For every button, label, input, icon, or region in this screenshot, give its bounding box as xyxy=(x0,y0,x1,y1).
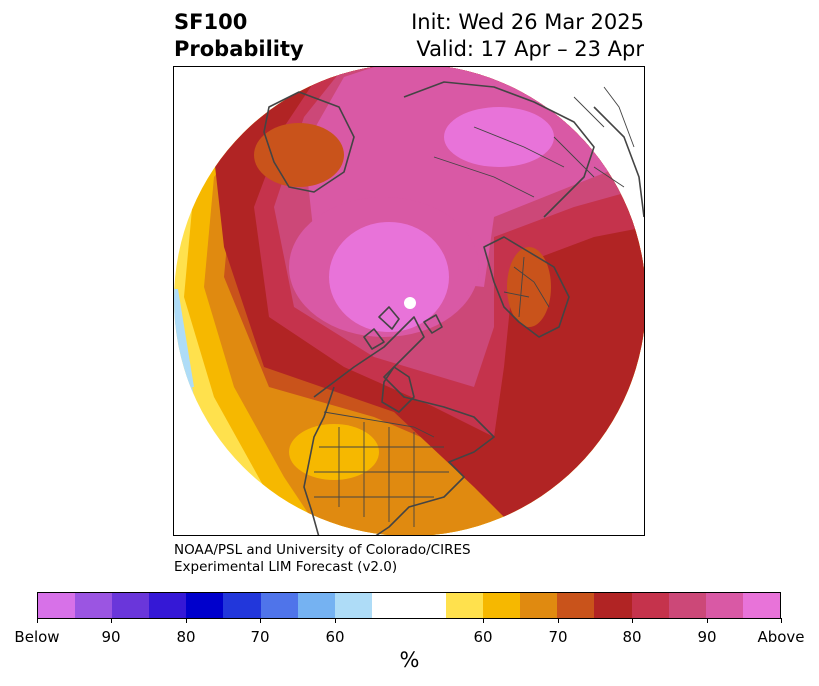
asia-coast xyxy=(403,81,595,218)
hudson-bay xyxy=(381,366,415,413)
colorbar-ticks: Below 90 80 70 60 60 70 80 90 Above xyxy=(14,618,805,646)
coastlines xyxy=(263,81,644,535)
east-asia-borders xyxy=(573,86,635,148)
title-right: Init: Wed 26 Mar 2025 Valid: 17 Apr – 23… xyxy=(411,9,644,63)
colorbar-tick xyxy=(36,618,38,623)
shade-70-europe xyxy=(507,247,551,327)
shade-70-greenland xyxy=(254,123,344,187)
probability-shading xyxy=(174,67,644,535)
colorbar-tick xyxy=(334,618,336,623)
colorbar-segment xyxy=(149,593,187,618)
shade-95-arctic xyxy=(329,222,449,332)
asia-borders xyxy=(433,126,625,198)
greenland-coast xyxy=(263,91,355,193)
arctic-islands xyxy=(363,306,443,350)
colorbar-tick xyxy=(780,618,782,623)
shade-60-usa xyxy=(289,424,379,480)
colorbar-segment xyxy=(186,593,224,618)
country-borders xyxy=(314,86,635,527)
colorbar-tick xyxy=(259,618,261,623)
colorbar-tick xyxy=(557,618,559,623)
init-date: Init: Wed 26 Mar 2025 xyxy=(411,10,644,34)
colorbar-segment xyxy=(223,593,261,618)
colorbar-segment xyxy=(668,593,706,618)
colorbar-segment xyxy=(483,593,521,618)
colorbar-segment xyxy=(557,593,595,618)
title-field-name: SF100 xyxy=(174,10,248,34)
colorbar-tick-label: 90 xyxy=(697,628,717,646)
colorbar-unit: % xyxy=(399,648,420,672)
forecast-map xyxy=(174,67,644,535)
colorbar xyxy=(37,592,781,619)
colorbar-segment xyxy=(446,593,484,618)
east-asia-coast xyxy=(593,106,644,218)
colorbar-tick-label: 70 xyxy=(250,628,270,646)
colorbar-segment xyxy=(371,593,409,618)
colorbar-tick xyxy=(110,618,112,623)
canada-us-border xyxy=(323,411,435,438)
pole-marker xyxy=(404,297,416,309)
colorbar-tick-label: Below xyxy=(14,628,60,646)
credit-line-1: NOAA/PSL and University of Colorado/CIRE… xyxy=(174,542,471,558)
title-field-type: Probability xyxy=(174,37,304,61)
credit-line-2: Experimental LIM Forecast (v2.0) xyxy=(174,559,398,575)
colorbar-segment xyxy=(297,593,335,618)
map-panel xyxy=(173,66,645,536)
colorbar-segment xyxy=(705,593,743,618)
shade-below-60-edge xyxy=(174,289,194,387)
colorbar-tick-label: 60 xyxy=(325,628,345,646)
europe-coast xyxy=(483,236,570,338)
colorbar-segment xyxy=(334,593,372,618)
west-coast xyxy=(303,386,335,535)
colorbar-segment xyxy=(38,593,76,618)
colorbar-tick-label: 90 xyxy=(101,628,121,646)
title-left: SF100 Probability xyxy=(174,9,304,63)
credit-text: NOAA/PSL and University of Colorado/CIRE… xyxy=(174,542,471,576)
colorbar-segment xyxy=(742,593,780,618)
colorbar-segment xyxy=(520,593,558,618)
colorbar-tick-label: 60 xyxy=(473,628,493,646)
europe-borders xyxy=(503,256,550,318)
colorbar-tick-label: 80 xyxy=(176,628,196,646)
colorbar-segment xyxy=(594,593,632,618)
colorbar-tick-label: 70 xyxy=(548,628,568,646)
colorbar-segment xyxy=(112,593,150,618)
valid-range: Valid: 17 Apr – 23 Apr xyxy=(416,37,644,61)
colorbar-segment xyxy=(408,593,447,618)
colorbar-tick xyxy=(706,618,708,623)
colorbar-tick-label: Above xyxy=(757,628,805,646)
colorbar-tick-label: 80 xyxy=(622,628,642,646)
colorbar-tick xyxy=(185,618,187,623)
us-state-lines xyxy=(314,422,449,527)
colorbar-tick xyxy=(482,618,484,623)
colorbar-segment xyxy=(260,593,298,618)
colorbar-segment xyxy=(75,593,113,618)
colorbar-tick xyxy=(631,618,633,623)
colorbar-segment xyxy=(631,593,669,618)
north-america-coast xyxy=(313,316,495,535)
